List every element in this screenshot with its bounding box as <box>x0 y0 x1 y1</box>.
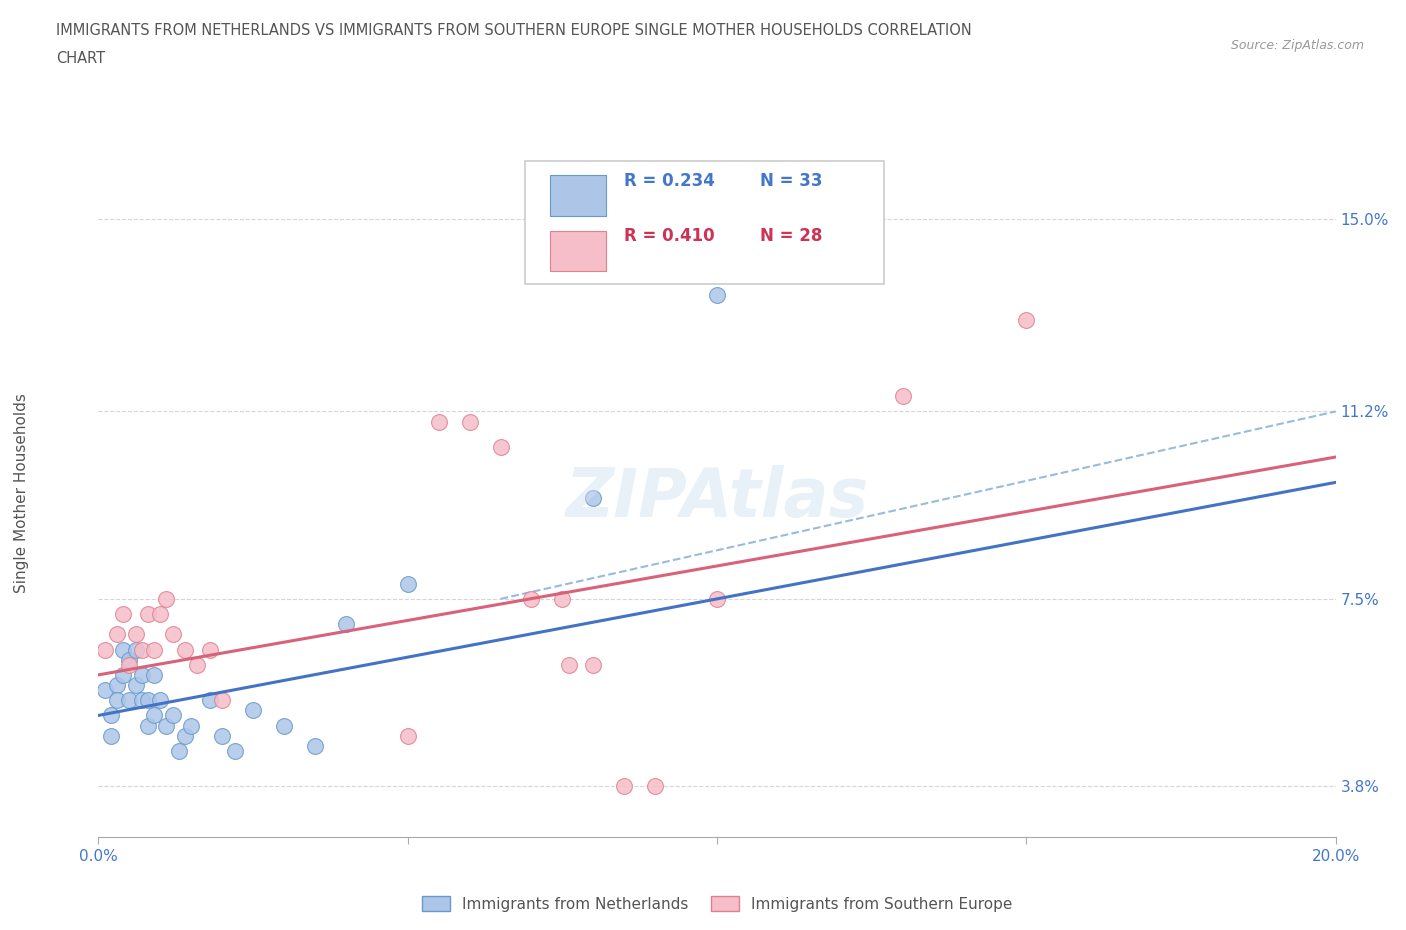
Point <box>706 591 728 606</box>
Point <box>149 693 172 708</box>
Text: N = 33: N = 33 <box>761 172 823 190</box>
Text: CHART: CHART <box>56 51 105 66</box>
Point <box>242 703 264 718</box>
Point <box>644 779 666 794</box>
Point <box>211 728 233 743</box>
Point <box>118 652 141 667</box>
Text: R = 0.410: R = 0.410 <box>624 227 714 246</box>
Point <box>149 606 172 621</box>
Point <box>131 693 153 708</box>
Point <box>105 678 128 693</box>
Legend: Immigrants from Netherlands, Immigrants from Southern Europe: Immigrants from Netherlands, Immigrants … <box>416 890 1018 918</box>
Point <box>174 642 197 657</box>
Point <box>124 627 146 642</box>
Point <box>224 743 246 758</box>
Point <box>131 642 153 657</box>
Text: R = 0.234: R = 0.234 <box>624 172 716 190</box>
Point <box>211 693 233 708</box>
Point <box>427 414 450 429</box>
Point <box>93 642 115 657</box>
Point <box>180 718 202 733</box>
Point <box>458 414 481 429</box>
Point <box>520 591 543 606</box>
Point <box>136 606 159 621</box>
Point <box>162 708 184 723</box>
Point <box>186 658 208 672</box>
Point <box>489 440 512 455</box>
Point <box>198 642 221 657</box>
Point <box>105 693 128 708</box>
Bar <box>550 231 606 271</box>
Point <box>198 693 221 708</box>
Bar <box>550 175 606 216</box>
Point <box>118 658 141 672</box>
Point <box>105 627 128 642</box>
Point <box>155 718 177 733</box>
Point <box>891 389 914 404</box>
Point <box>551 591 574 606</box>
Point <box>143 642 166 657</box>
Point <box>118 693 141 708</box>
Text: Source: ZipAtlas.com: Source: ZipAtlas.com <box>1230 39 1364 52</box>
Point <box>706 287 728 302</box>
Point <box>112 668 135 683</box>
Point <box>273 718 295 733</box>
Point <box>93 683 115 698</box>
Text: IMMIGRANTS FROM NETHERLANDS VS IMMIGRANTS FROM SOUTHERN EUROPE SINGLE MOTHER HOU: IMMIGRANTS FROM NETHERLANDS VS IMMIGRANT… <box>56 23 972 38</box>
Point <box>396 728 419 743</box>
Point <box>143 668 166 683</box>
Point <box>167 743 190 758</box>
FancyBboxPatch shape <box>526 162 884 284</box>
Text: N = 28: N = 28 <box>761 227 823 246</box>
Point <box>136 693 159 708</box>
Point <box>100 708 122 723</box>
Point <box>143 708 166 723</box>
Point <box>613 779 636 794</box>
Point <box>174 728 197 743</box>
Point <box>136 718 159 733</box>
Text: Single Mother Households: Single Mother Households <box>14 393 28 592</box>
Point <box>335 617 357 631</box>
Point <box>124 678 146 693</box>
Point <box>124 642 146 657</box>
Point <box>112 606 135 621</box>
Point <box>162 627 184 642</box>
Point <box>557 658 579 672</box>
Point <box>112 642 135 657</box>
Point <box>155 591 177 606</box>
Point <box>1015 312 1038 327</box>
Text: ZIPAtlas: ZIPAtlas <box>565 465 869 530</box>
Point <box>396 577 419 591</box>
Point <box>131 668 153 683</box>
Point <box>304 738 326 753</box>
Point <box>582 490 605 505</box>
Point <box>100 728 122 743</box>
Point <box>582 658 605 672</box>
